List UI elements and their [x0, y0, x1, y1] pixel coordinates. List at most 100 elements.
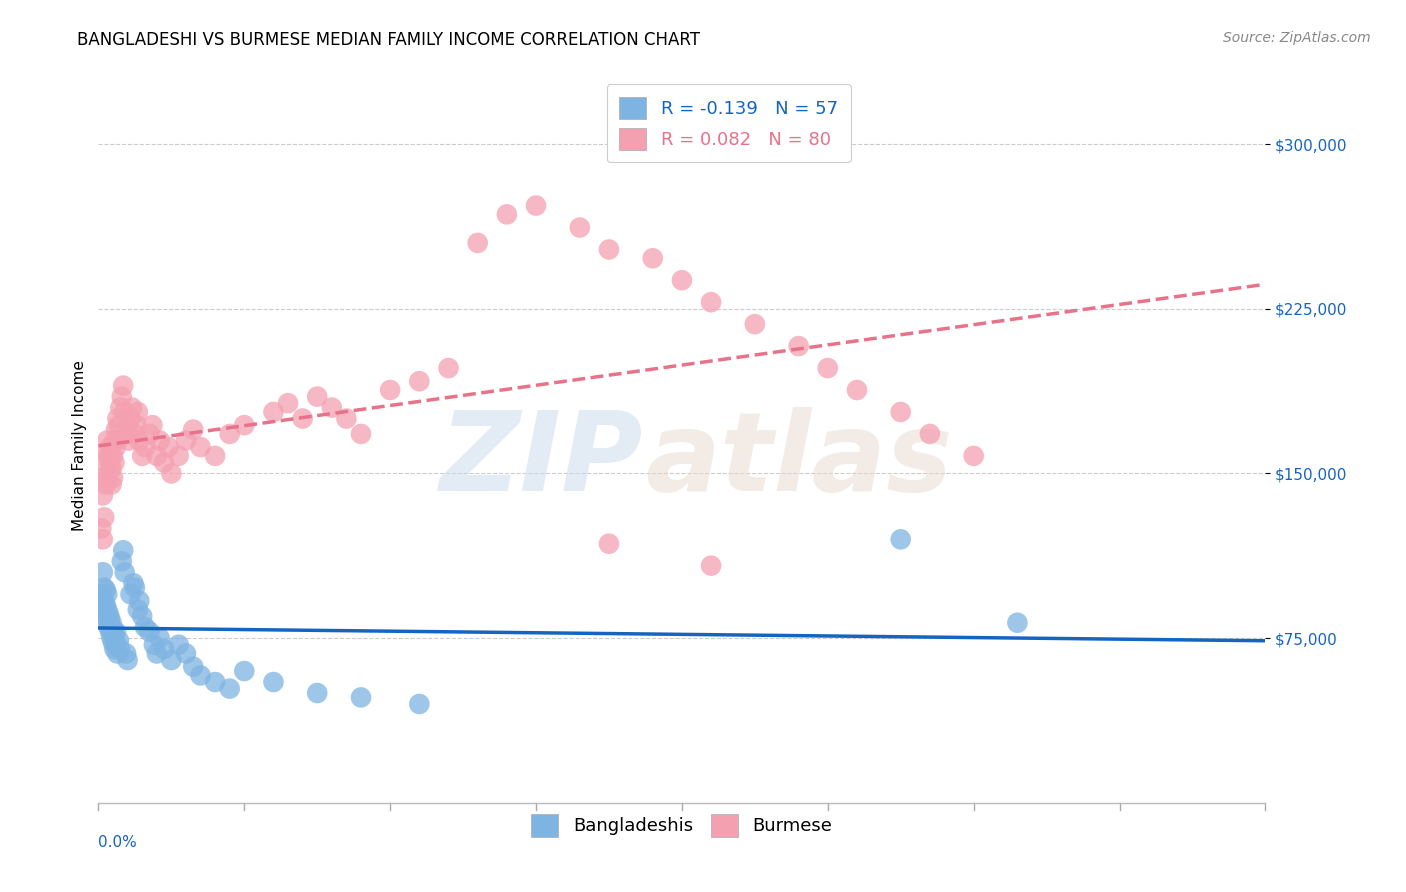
- Point: [700, 558, 723, 573]
- Point: [408, 374, 430, 388]
- Point: [218, 681, 240, 696]
- Point: [181, 423, 204, 437]
- Point: [104, 440, 127, 454]
- Point: [97, 620, 120, 634]
- Y-axis label: Median Family Income: Median Family Income: [72, 360, 87, 532]
- Text: 0.0%: 0.0%: [98, 835, 138, 850]
- Point: [111, 390, 134, 404]
- Point: [103, 455, 125, 469]
- Point: [146, 647, 169, 661]
- Point: [115, 647, 138, 661]
- Point: [104, 624, 127, 639]
- Point: [160, 653, 183, 667]
- Point: [496, 207, 519, 221]
- Text: atlas: atlas: [645, 407, 952, 514]
- Point: [141, 418, 163, 433]
- Point: [307, 390, 329, 404]
- Point: [112, 543, 135, 558]
- Text: Source: ZipAtlas.com: Source: ZipAtlas.com: [1223, 31, 1371, 45]
- Point: [307, 686, 329, 700]
- Point: [787, 339, 810, 353]
- Point: [467, 235, 489, 250]
- Text: BANGLADESHI VS BURMESE MEDIAN FAMILY INCOME CORRELATION CHART: BANGLADESHI VS BURMESE MEDIAN FAMILY INC…: [77, 31, 700, 49]
- Point: [380, 383, 402, 397]
- Point: [100, 631, 122, 645]
- Point: [91, 488, 114, 502]
- Point: [321, 401, 343, 415]
- Point: [598, 537, 620, 551]
- Point: [153, 455, 176, 469]
- Point: [846, 383, 869, 397]
- Point: [100, 462, 122, 476]
- Point: [408, 697, 430, 711]
- Point: [127, 405, 149, 419]
- Point: [918, 426, 941, 441]
- Point: [277, 396, 299, 410]
- Point: [115, 426, 138, 441]
- Point: [96, 434, 118, 448]
- Point: [138, 426, 160, 441]
- Point: [97, 449, 120, 463]
- Point: [160, 467, 183, 481]
- Point: [105, 434, 128, 448]
- Point: [96, 615, 118, 630]
- Point: [218, 426, 240, 441]
- Point: [94, 455, 117, 469]
- Point: [122, 576, 145, 591]
- Point: [524, 198, 547, 212]
- Point: [181, 659, 204, 673]
- Point: [233, 664, 256, 678]
- Point: [108, 418, 131, 433]
- Point: [134, 620, 156, 634]
- Point: [127, 602, 149, 616]
- Point: [118, 434, 141, 448]
- Point: [100, 615, 122, 630]
- Point: [104, 638, 127, 652]
- Point: [100, 477, 122, 491]
- Point: [125, 418, 148, 433]
- Point: [96, 602, 118, 616]
- Point: [91, 602, 114, 616]
- Point: [1007, 615, 1029, 630]
- Point: [94, 582, 117, 597]
- Point: [97, 607, 120, 621]
- Point: [350, 426, 373, 441]
- Point: [962, 449, 984, 463]
- Point: [93, 594, 115, 608]
- Point: [890, 533, 912, 547]
- Point: [97, 467, 120, 481]
- Point: [291, 411, 314, 425]
- Point: [110, 401, 132, 415]
- Point: [101, 635, 124, 649]
- Point: [101, 449, 124, 463]
- Point: [142, 638, 165, 652]
- Point: [153, 642, 176, 657]
- Point: [103, 434, 125, 448]
- Point: [121, 401, 143, 415]
- Point: [262, 405, 284, 419]
- Point: [103, 642, 125, 657]
- Point: [190, 668, 212, 682]
- Point: [90, 587, 112, 601]
- Point: [174, 434, 197, 448]
- Point: [138, 624, 160, 639]
- Point: [124, 581, 146, 595]
- Point: [104, 423, 127, 437]
- Point: [98, 440, 121, 454]
- Point: [105, 647, 128, 661]
- Point: [204, 675, 226, 690]
- Legend: Bangladeshis, Burmese: Bangladeshis, Burmese: [524, 807, 839, 844]
- Point: [105, 411, 128, 425]
- Point: [98, 611, 121, 625]
- Point: [817, 361, 839, 376]
- Point: [108, 633, 131, 648]
- Point: [124, 426, 146, 441]
- Point: [149, 631, 172, 645]
- Point: [598, 243, 620, 257]
- Point: [641, 252, 664, 266]
- Point: [146, 449, 169, 463]
- Point: [134, 440, 156, 454]
- Point: [94, 598, 117, 612]
- Point: [94, 477, 117, 491]
- Point: [149, 434, 172, 448]
